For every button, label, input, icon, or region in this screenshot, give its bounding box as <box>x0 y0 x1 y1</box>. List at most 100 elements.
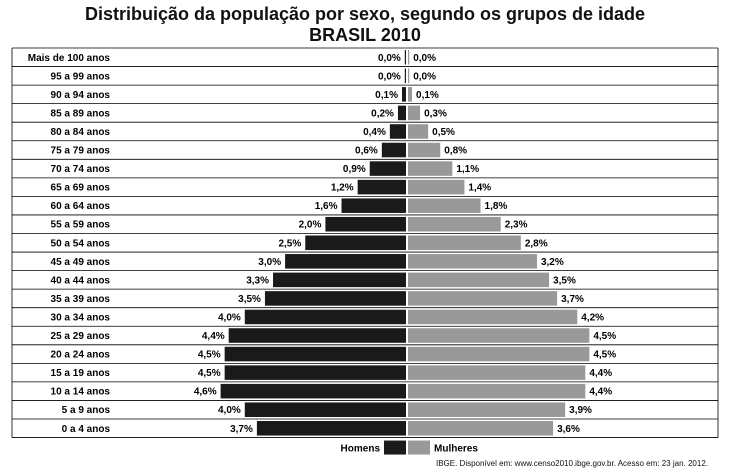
women-bar <box>408 68 410 84</box>
women-value-label: 4,2% <box>581 312 604 323</box>
age-group-label: 5 a 9 anos <box>62 405 111 416</box>
women-bar <box>408 365 586 380</box>
age-group-label: 60 a 64 anos <box>51 201 111 212</box>
men-value-label: 3,5% <box>238 294 261 305</box>
chart-title: Distribuição da população por sexo, segu… <box>84 4 646 24</box>
women-bar <box>408 161 453 176</box>
men-value-label: 0,4% <box>363 127 386 138</box>
women-value-label: 4,4% <box>589 368 612 379</box>
men-value-label: 2,5% <box>278 238 301 249</box>
age-group-label: 70 a 74 anos <box>51 164 111 175</box>
women-bar <box>408 272 550 288</box>
men-bar <box>244 402 406 417</box>
men-bar <box>389 124 406 139</box>
men-value-label: 3,3% <box>246 275 269 286</box>
men-value-label: 3,0% <box>258 257 281 268</box>
men-value-label: 0,0% <box>378 53 401 64</box>
men-bar <box>305 235 406 251</box>
men-bar <box>357 179 406 195</box>
men-bar <box>220 383 406 399</box>
men-bar <box>325 216 406 232</box>
men-value-label: 4,5% <box>198 368 221 379</box>
men-bar <box>404 68 406 84</box>
women-bar <box>408 383 586 399</box>
men-value-label: 0,1% <box>375 90 398 101</box>
women-value-label: 3,7% <box>561 294 584 305</box>
age-group-label: 85 a 89 anos <box>51 108 111 119</box>
men-bar <box>273 272 406 288</box>
women-bar <box>408 254 537 269</box>
women-value-label: 4,5% <box>593 350 616 361</box>
age-group-label: 75 a 79 anos <box>51 146 111 157</box>
women-bar <box>408 309 578 325</box>
women-value-label: 4,4% <box>589 387 612 398</box>
age-group-label: 55 a 59 anos <box>51 220 111 231</box>
men-value-label: 3,7% <box>230 424 253 435</box>
men-bar <box>244 309 406 325</box>
men-value-label: 1,2% <box>331 183 354 194</box>
age-group-label: 40 a 44 anos <box>51 275 111 286</box>
men-bar <box>401 87 406 102</box>
women-bar <box>408 142 441 158</box>
legend-label-mulheres: Mulheres <box>434 444 478 455</box>
women-bar <box>408 235 521 251</box>
age-group-label: 80 a 84 anos <box>51 127 111 138</box>
men-value-label: 0,0% <box>378 71 401 82</box>
age-group-label: 45 a 49 anos <box>51 257 111 268</box>
women-bar <box>408 328 590 343</box>
age-group-label: 15 a 19 anos <box>51 368 111 379</box>
women-value-label: 1,1% <box>456 164 479 175</box>
women-bar <box>408 50 410 65</box>
men-bar <box>341 198 406 213</box>
men-bar <box>228 328 406 343</box>
legend-swatch-homens <box>384 440 406 455</box>
men-value-label: 4,5% <box>198 350 221 361</box>
women-value-label: 1,8% <box>485 201 508 212</box>
women-value-label: 0,8% <box>444 146 467 157</box>
age-group-label: 90 a 94 anos <box>51 90 111 101</box>
men-value-label: 2,0% <box>299 220 322 231</box>
men-bar <box>397 105 406 121</box>
women-bar <box>408 402 566 417</box>
men-bar <box>264 291 406 306</box>
age-group-label: 25 a 29 anos <box>51 331 111 342</box>
women-value-label: 0,3% <box>424 108 447 119</box>
women-value-label: 1,4% <box>468 183 491 194</box>
age-group-label: 95 a 99 anos <box>51 71 111 82</box>
age-group-label: 50 a 54 anos <box>51 238 111 249</box>
age-group-label: 0 a 4 anos <box>62 424 111 435</box>
women-bar <box>408 105 421 121</box>
age-group-label: Mais de 100 anos <box>28 53 111 64</box>
age-group-label: 10 a 14 anos <box>51 387 111 398</box>
men-value-label: 0,6% <box>355 146 378 157</box>
age-group-label: 20 a 24 anos <box>51 350 111 361</box>
age-group-label: 30 a 34 anos <box>51 312 111 323</box>
women-value-label: 3,2% <box>541 257 564 268</box>
women-value-label: 3,9% <box>569 405 592 416</box>
women-bar <box>408 216 501 232</box>
legend-label-homens: Homens <box>341 444 381 455</box>
women-bar <box>408 87 413 102</box>
source-note: IBGE. Disponível em: www.censo2010.ibge.… <box>435 459 708 468</box>
women-bar <box>408 421 554 436</box>
men-value-label: 4,6% <box>194 387 217 398</box>
women-value-label: 0,0% <box>413 53 436 64</box>
women-value-label: 0,0% <box>413 71 436 82</box>
men-value-label: 0,2% <box>371 108 394 119</box>
men-bar <box>404 50 406 65</box>
age-group-label: 65 a 69 anos <box>51 183 111 194</box>
men-value-label: 4,0% <box>218 312 241 323</box>
men-bar <box>285 254 406 269</box>
age-group-label: 35 a 39 anos <box>51 294 111 305</box>
men-value-label: 4,4% <box>202 331 225 342</box>
women-bar <box>408 291 558 306</box>
men-bar <box>224 365 406 380</box>
men-value-label: 1,6% <box>315 201 338 212</box>
women-value-label: 4,5% <box>593 331 616 342</box>
men-bar <box>224 346 406 362</box>
chart-subtitle: BRASIL 2010 <box>309 25 421 45</box>
women-value-label: 0,1% <box>416 90 439 101</box>
women-value-label: 2,3% <box>505 220 528 231</box>
men-bar <box>256 421 406 436</box>
